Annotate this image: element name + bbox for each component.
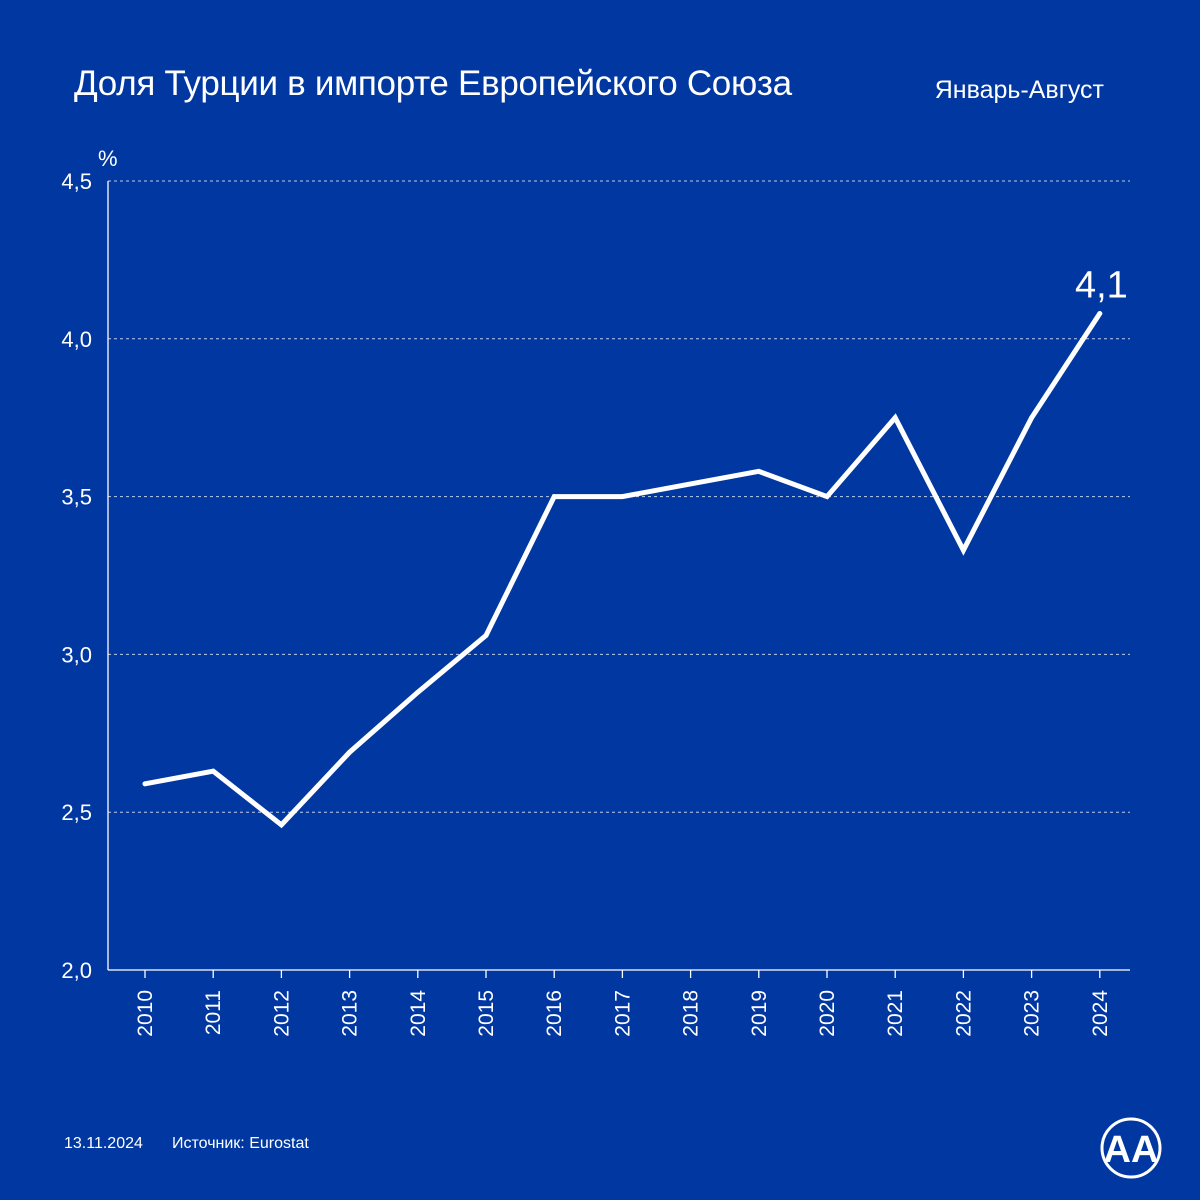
x-tick-label: 2019 xyxy=(748,990,771,1037)
data-point xyxy=(415,689,421,695)
data-point xyxy=(620,494,625,499)
data-point xyxy=(688,481,693,487)
data-point xyxy=(892,415,898,421)
source-label: Источник: Eurostat xyxy=(172,1135,309,1152)
data-point xyxy=(142,781,148,787)
x-tick-label: 2022 xyxy=(952,990,975,1037)
x-tick-label: 2017 xyxy=(611,990,634,1037)
data-point xyxy=(756,468,762,474)
data-point xyxy=(961,547,966,553)
x-tick-label: 2015 xyxy=(475,990,498,1037)
y-tick-label: 3,0 xyxy=(61,642,92,667)
x-tick-label: 2018 xyxy=(680,990,703,1037)
publication-date: 13.11.2024 xyxy=(64,1135,143,1152)
data-point xyxy=(279,822,284,828)
y-tick-label: 4,5 xyxy=(61,169,92,194)
y-tick-label: 2,0 xyxy=(61,958,92,983)
series-line xyxy=(142,311,1103,829)
data-point xyxy=(551,494,557,499)
aa-logo-icon: AA xyxy=(1100,1117,1162,1179)
x-tick-label: 2021 xyxy=(884,990,907,1037)
data-point xyxy=(210,768,216,774)
y-tick-label: 3,5 xyxy=(61,485,92,510)
x-tick-label: 2023 xyxy=(1021,990,1044,1037)
logo-text: AA xyxy=(1104,1129,1159,1171)
x-tick-label: 2012 xyxy=(270,990,293,1037)
chart-title: Доля Турции в импорте Европейского Союза xyxy=(74,64,792,103)
axes xyxy=(107,181,1130,971)
data-point xyxy=(483,633,489,638)
x-axis-ticks: 2010 2011 2012 2013 2014 2015 2016 2017 2018 2019… xyxy=(134,970,1112,1037)
x-tick-label: 2016 xyxy=(543,990,566,1037)
data-point xyxy=(1097,311,1103,316)
annotations: 4,1 xyxy=(1075,265,1128,307)
y-tick-label: 2,5 xyxy=(61,800,92,825)
y-tick-label: 4,0 xyxy=(61,327,92,352)
series-group xyxy=(142,311,1103,829)
x-tick-label: 2013 xyxy=(339,990,362,1037)
y-axis-unit-label: % xyxy=(98,146,118,171)
chart-period: Январь-Август xyxy=(934,76,1104,104)
x-tick-label: 2011 xyxy=(202,990,225,1035)
x-tick-label: 2024 xyxy=(1089,990,1112,1037)
logo-ring xyxy=(1100,1117,1162,1179)
data-point xyxy=(347,749,352,755)
y-axis-ticks: 2,0 2,5 3,0 3,5 4,0 4,5 xyxy=(61,169,92,983)
data-point xyxy=(824,494,830,499)
data-label: 4,1 xyxy=(1075,265,1128,307)
data-point xyxy=(1029,415,1034,421)
x-tick-label: 2010 xyxy=(134,990,157,1037)
x-tick-label: 2020 xyxy=(816,990,839,1037)
x-tick-label: 2014 xyxy=(407,990,430,1037)
